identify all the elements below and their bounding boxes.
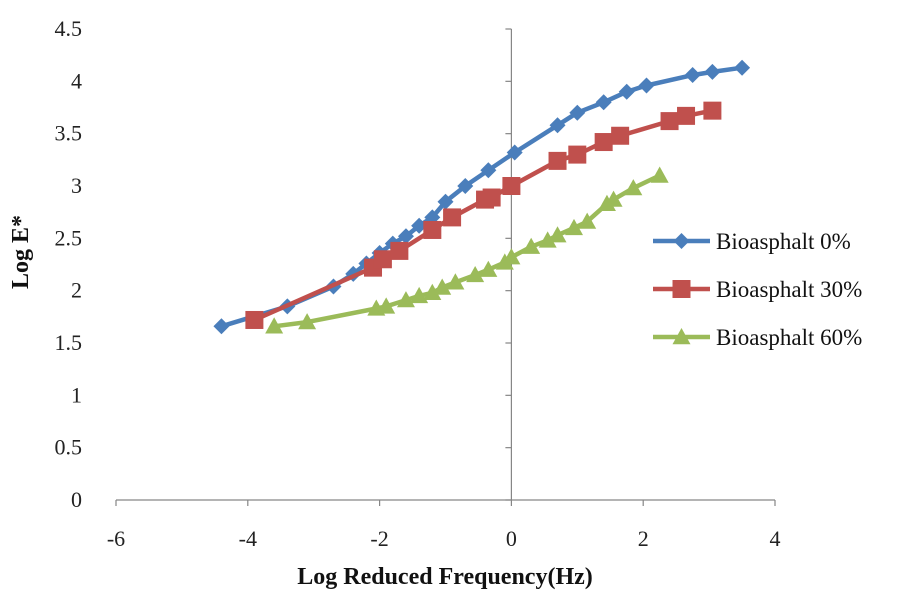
data-point	[565, 218, 584, 236]
legend: Bioasphalt 0% Bioasphalt 30% Bioasphalt 60…	[653, 229, 862, 350]
legend-label: Bioasphalt 0%	[716, 229, 851, 254]
data-point	[703, 101, 722, 120]
data-point	[423, 283, 442, 300]
data-point	[482, 188, 501, 207]
series-line	[220, 65, 743, 329]
data-point	[457, 178, 474, 194]
data-point	[734, 59, 751, 76]
x-tick-label: -2	[370, 526, 388, 551]
y-tick-label: 2.5	[55, 225, 83, 250]
data-point	[595, 94, 612, 111]
y-axis-title: Log E*	[8, 215, 34, 289]
data-point	[377, 297, 396, 314]
data-point	[684, 67, 701, 84]
x-tick-label: -4	[239, 526, 257, 551]
data-point	[479, 260, 498, 277]
series-3	[265, 166, 669, 334]
series-2	[245, 101, 722, 329]
legend-item: Bioasphalt 0%	[653, 229, 851, 254]
data-point	[390, 241, 409, 260]
data-point	[397, 228, 414, 245]
y-tick-label: 4	[71, 68, 82, 93]
data-point	[433, 278, 452, 295]
data-point	[548, 226, 567, 243]
data-point	[568, 145, 587, 164]
data-point	[624, 179, 643, 196]
series-layer	[213, 59, 751, 335]
legend-label: Bioasphalt 60%	[716, 325, 862, 350]
data-point	[411, 217, 428, 234]
data-point	[594, 133, 613, 152]
data-point	[265, 317, 284, 334]
y-tick-label: 0.5	[55, 435, 83, 460]
data-point	[480, 162, 497, 179]
legend-item: Bioasphalt 30%	[653, 277, 862, 302]
data-point	[611, 126, 630, 145]
data-point	[638, 77, 655, 94]
data-point	[618, 83, 635, 100]
data-point	[549, 117, 566, 134]
data-point	[578, 212, 597, 229]
data-point	[437, 193, 454, 210]
x-tick-label: -6	[107, 526, 125, 551]
data-point	[704, 63, 721, 80]
data-point	[502, 248, 521, 265]
data-point	[660, 112, 679, 131]
data-point	[548, 151, 567, 170]
legend-label: Bioasphalt 30%	[716, 277, 862, 302]
y-tick-label: 1.5	[55, 330, 83, 355]
legend-marker	[673, 233, 690, 249]
data-point	[423, 220, 442, 239]
data-point	[443, 208, 462, 227]
data-point	[245, 310, 264, 329]
legend-item: Bioasphalt 60%	[653, 325, 862, 350]
y-tick-label: 3	[71, 173, 82, 198]
data-point	[396, 291, 415, 308]
data-point	[446, 273, 465, 290]
data-point	[502, 177, 521, 195]
x-tick-label: 4	[770, 526, 781, 551]
y-tick-label: 2	[71, 278, 82, 303]
legend-marker	[672, 280, 691, 298]
y-tick-label: 0	[71, 487, 82, 512]
data-point	[213, 318, 230, 335]
y-tick-label: 4.5	[55, 16, 83, 41]
data-point	[538, 231, 557, 248]
data-point	[677, 106, 696, 125]
y-tick-label: 3.5	[55, 121, 83, 146]
data-point	[650, 166, 669, 183]
data-point	[522, 237, 541, 254]
data-point	[298, 313, 317, 330]
tick-labels: -6 -4 -2 0 2 4 0 0.5 1 1.5 2 2.5 3 3.5 4 4.5	[55, 16, 781, 551]
axes	[115, 28, 776, 506]
data-point	[506, 144, 523, 161]
data-point	[569, 104, 586, 121]
series-line	[273, 173, 661, 329]
x-tick-label: 2	[638, 526, 649, 551]
x-tick-label: 0	[506, 526, 517, 551]
data-point	[373, 250, 392, 269]
data-point	[410, 286, 429, 304]
y-tick-label: 1	[71, 382, 82, 407]
data-point	[604, 190, 623, 207]
x-axis-title: Log Reduced Frequency(Hz)	[297, 564, 593, 590]
legend-marker	[672, 328, 691, 345]
data-point	[466, 265, 485, 283]
series-line	[253, 108, 713, 323]
series-1	[213, 59, 751, 335]
